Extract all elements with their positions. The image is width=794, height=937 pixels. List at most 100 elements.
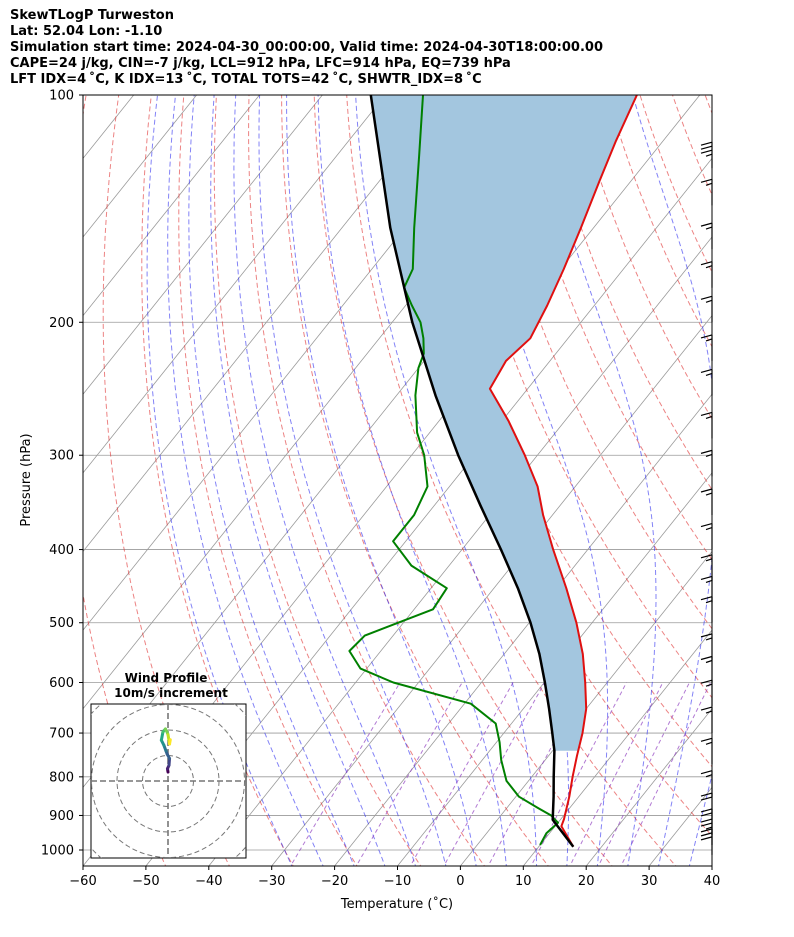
hodograph-title: Wind Profile [125,671,208,685]
wind-barb [700,655,713,683]
dewpoint-profile-line [348,95,559,846]
wind-barb [700,633,713,660]
mixing-ratio-line [620,682,712,866]
mixing-ratio-line [290,682,401,866]
isotherm-line [83,95,261,317]
isotherm-line [83,95,198,238]
y-tick-label: 900 [49,809,74,824]
y-tick-label: 1000 [41,844,74,859]
moist-adiabat-line [233,95,417,866]
x-tick-label: 40 [704,874,721,889]
profiles [348,95,638,848]
dry-adiabat-line [213,95,422,866]
x-tick-label: 10 [515,874,532,889]
isotherm-line [83,95,449,553]
y-tick-label: 500 [49,616,74,631]
dry-adiabat-line [738,95,794,869]
y-tick-label: 700 [49,727,74,742]
wind-barb [700,596,713,623]
dry-adiabat-line [704,95,712,115]
dry-adiabat-line [346,95,677,866]
parcel-profile-line [369,95,575,848]
chart-header: SkewTLogP Turweston Lat: 52.04 Lon: -1.1… [10,8,603,88]
dry-adiabat-line [639,95,712,274]
moist-adiabat-line [210,95,386,866]
indices-line-2: LFT IDX=4 ˚C, K IDX=13 ˚C, TOTAL TOTS=42… [10,72,482,87]
x-tick-label: −40 [195,874,222,889]
time-line: Simulation start time: 2024-04-30_00:00:… [10,40,603,55]
location-line: Lat: 52.04 Lon: -1.10 [10,24,163,39]
dry-adiabat-line [281,95,549,866]
x-axis-label: Temperature (˚C) [340,896,453,912]
moist-adiabat-line [188,95,355,866]
isotherm-line [648,786,712,866]
moist-adiabat-line [355,95,538,866]
y-tick-label: 200 [49,316,74,331]
moist-adiabat-line [720,95,794,869]
mixing-ratio-line [443,682,546,866]
mixing-ratio-line [355,682,463,866]
y-tick-label: 300 [49,449,74,464]
wind-barb [700,554,713,581]
wind-barb [700,261,713,288]
mixing-ratio-line [597,682,690,866]
x-tick-label: −20 [321,874,348,889]
x-tick-label: −60 [69,874,96,889]
x-tick-label: −30 [258,874,285,889]
y-tick-label: 400 [49,543,74,558]
wind-barb [700,706,713,734]
hodograph: Wind Profile 10m/s increment [90,671,247,859]
wind-barb [700,334,713,361]
hodograph-area [91,704,246,858]
wind-barb [700,792,713,820]
wind-barb [700,178,713,206]
axes: Temperature (˚C) Pressure (hPa) −60 −50 −4… [19,89,720,913]
y-tick-label: 800 [49,770,74,785]
dry-adiabat-line [444,95,712,699]
mixing-ratio-line [569,682,664,866]
moist-adiabat-line [258,95,447,866]
x-tick-label: −10 [384,874,411,889]
isotherm-line [522,629,712,866]
dry-adiabat-line [178,95,358,866]
chart-title: SkewTLogP Turweston [10,8,174,23]
isotherm-line [83,95,323,395]
isotherm-line [271,314,712,866]
wind-barb [700,368,713,396]
dry-adiabat-line [313,95,613,866]
x-tick-label: 30 [641,874,658,889]
dry-adiabat-line [574,95,712,420]
dry-adiabat-line [672,95,712,196]
mixing-ratio-line [409,682,514,866]
wind-barb [700,679,713,707]
isotherm-line [585,708,712,866]
wind-barb [700,737,713,765]
indices-line-1: CAPE=24 j/kg, CIN=-7 j/kg, LCL=912 hPa, … [10,56,511,71]
cape-shading [370,95,637,751]
dry-adiabat-line [378,95,712,837]
x-tick-label: 0 [456,874,464,889]
y-tick-label: 600 [49,676,74,691]
wind-barb [700,522,713,550]
wind-barb [700,222,713,250]
moist-adiabat-line [317,95,507,866]
dry-adiabat-line [606,95,712,348]
y-axis-label: Pressure (hPa) [19,433,34,526]
isotherm-line [334,393,712,866]
moist-adiabat-line [632,95,712,866]
isotherm-line [711,865,712,866]
moist-adiabat-line [167,95,324,866]
y-tick-label: 100 [49,89,74,104]
dry-adiabat-line [476,95,712,630]
x-tick-label: −50 [132,874,159,889]
temperature-profile-line [488,95,638,848]
wind-barbs [700,141,713,855]
x-tick-label: 20 [578,874,595,889]
moist-adiabat-line [146,95,293,866]
wind-barb [700,411,713,439]
isotherm-line [145,157,712,866]
dry-adiabat-line [248,95,486,866]
wind-barb [700,770,713,797]
dry-adiabat-line [141,95,294,866]
